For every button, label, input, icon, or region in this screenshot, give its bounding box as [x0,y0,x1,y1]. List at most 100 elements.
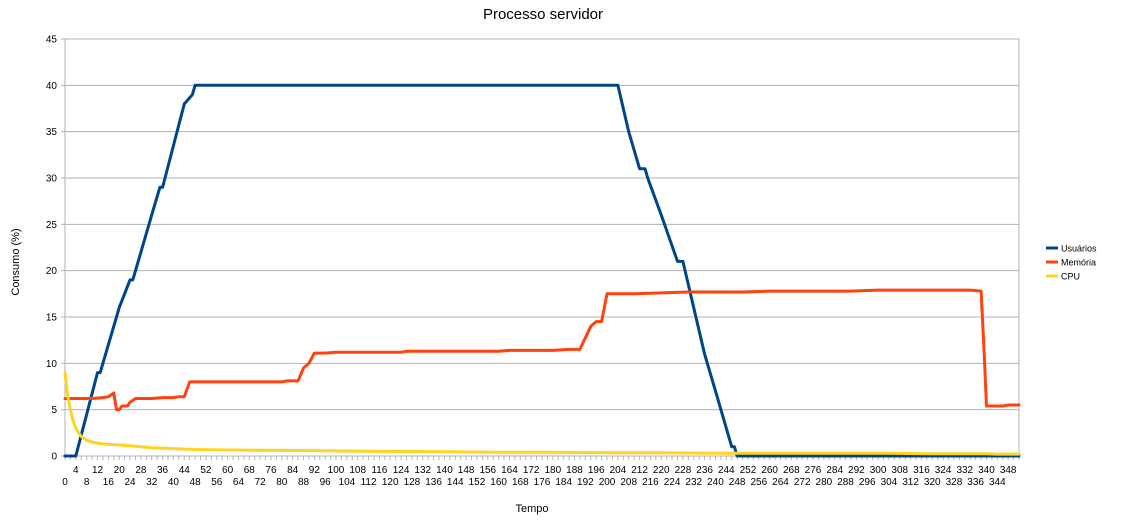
x-tick-label: 84 [287,465,299,476]
x-tick-label: 108 [349,465,366,476]
x-tick-label: 276 [805,465,822,476]
x-tick-label: 96 [320,477,332,488]
x-tick-label: 272 [794,477,811,488]
x-tick-label: 92 [309,465,321,476]
x-tick-label: 192 [577,477,594,488]
x-tick-label: 240 [707,477,724,488]
x-tick-label: 236 [696,465,713,476]
x-axis-label: Tempo [515,503,548,515]
x-tick-label: 112 [361,477,377,488]
x-tick-label: 296 [859,477,876,488]
x-tick-label: 28 [135,465,147,476]
series-lines [63,83,1021,458]
x-tick-label: 300 [870,465,887,476]
x-tick-label: 40 [168,477,180,488]
x-tick-label: 244 [718,465,735,476]
x-tick-label: 224 [664,477,681,488]
x-tick-label: 184 [555,477,572,488]
x-tick-label: 204 [610,465,627,476]
x-tick-label: 104 [339,477,356,488]
x-tick-label: 320 [924,477,941,488]
x-tick-label: 340 [978,465,995,476]
x-tick-label: 120 [382,477,399,488]
y-tick-label: 20 [46,266,58,277]
x-tick-label: 216 [642,477,659,488]
x-tick-label: 116 [371,465,387,476]
y-axis-label: Consumo (%) [10,228,22,295]
x-tick-label: 52 [200,465,212,476]
x-tick-label: 168 [512,477,529,488]
y-tick-label: 15 [46,313,58,324]
x-tick-label: 156 [479,465,496,476]
x-tick-label: 60 [222,465,234,476]
x-tick-label: 180 [544,465,561,476]
x-tick-label: 76 [265,465,277,476]
x-tick-label: 8 [84,477,90,488]
x-tick-label: 304 [881,477,898,488]
x-tick-label: 124 [393,465,410,476]
x-tick-label: 208 [620,477,637,488]
x-tick-label: 176 [534,477,551,488]
x-tick-label: 152 [469,477,486,488]
x-tick-label: 132 [414,465,431,476]
x-tick-label: 264 [772,477,789,488]
x-tick-label: 220 [653,465,670,476]
x-tick-label: 280 [816,477,833,488]
y-tick-label: 25 [46,220,58,231]
x-tick-label: 288 [837,477,854,488]
y-tick-label: 35 [46,127,58,138]
x-tick-label: 64 [233,477,245,488]
x-tick-label: 312 [902,477,919,488]
x-tick-label: 32 [146,477,158,488]
y-tick-label: 30 [46,174,58,185]
x-tick-label: 36 [157,465,169,476]
x-tick-label: 336 [967,477,984,488]
x-tick-label: 160 [490,477,507,488]
x-tick-label: 140 [436,465,453,476]
x-tick-label: 212 [631,465,648,476]
x-tick-label: 308 [891,465,908,476]
x-tick-label: 348 [1000,465,1017,476]
x-tick-label: 260 [761,465,778,476]
axes: 0 5 10 15 20 25 30 35 40 45 0 8 16 24 32 40 48 56 64 72 80 88… [46,35,1020,488]
x-tick-label: 232 [685,477,702,488]
x-tick-label: 200 [599,477,616,488]
x-tick-label: 16 [103,477,115,488]
legend-label: Memória [1061,258,1096,268]
x-tick-label: 284 [826,465,843,476]
x-tick-label: 0 [62,477,68,488]
y-tick-label: 5 [51,405,57,416]
series-line-0 [63,83,1021,458]
legend-label: CPU [1061,272,1080,282]
x-tick-label: 148 [458,465,475,476]
x-tick-label: 56 [211,477,223,488]
x-tick-label: 48 [190,477,202,488]
series-line-1 [63,288,1021,412]
y-tick-label: 40 [46,81,58,92]
legend: Usuários Memória CPU [1046,244,1097,282]
x-tick-label: 196 [588,465,605,476]
x-tick-label: 136 [425,477,442,488]
x-tick-label: 164 [501,465,518,476]
x-tick-label: 44 [179,465,191,476]
gridlines [65,38,1019,457]
x-tick-label: 12 [92,465,104,476]
x-tick-label: 4 [73,465,79,476]
series-line-2 [63,371,1021,456]
y-tick-label: 45 [46,35,58,46]
x-tick-label: 72 [255,477,267,488]
x-tick-label: 68 [244,465,256,476]
x-tick-label: 100 [328,465,345,476]
x-tick-label: 24 [124,477,136,488]
x-tick-label: 332 [956,465,973,476]
chart-title: Processo servidor [483,6,603,23]
x-tick-label: 256 [750,477,767,488]
y-tick-label: 10 [46,359,58,370]
x-tick-label: 328 [946,477,963,488]
x-tick-label: 292 [848,465,865,476]
legend-label: Usuários [1061,244,1097,254]
x-tick-label: 344 [989,477,1006,488]
x-tick-label: 252 [740,465,757,476]
